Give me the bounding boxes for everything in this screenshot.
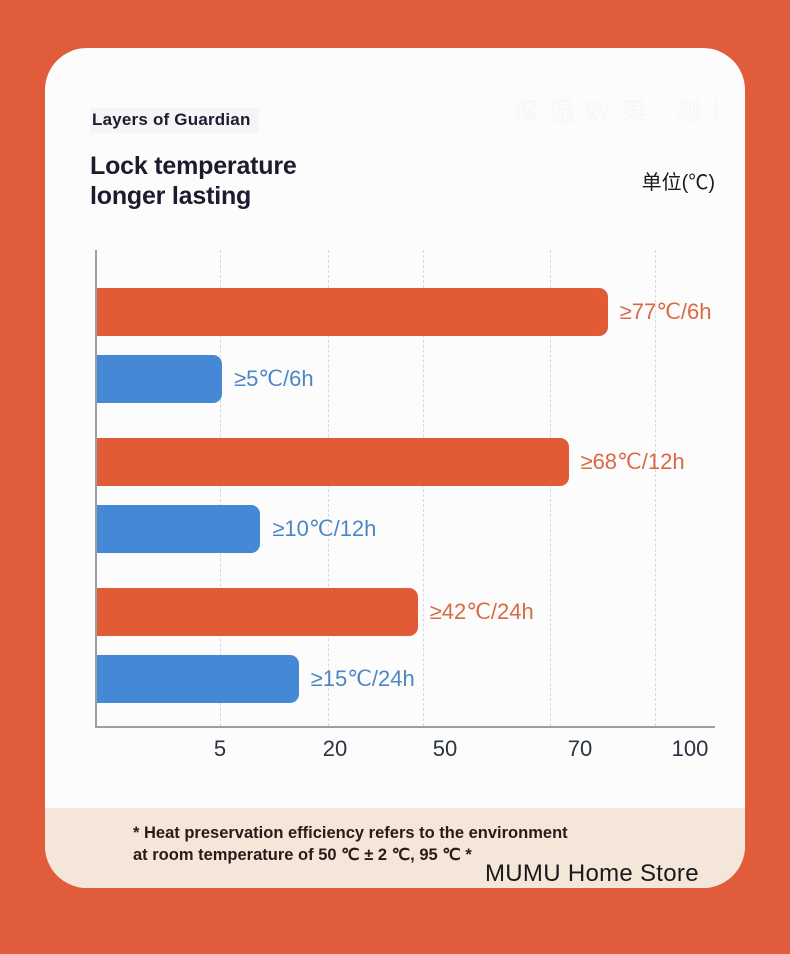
x-tick-5: 5 [213, 736, 227, 761]
gridline-20 [328, 250, 329, 726]
footnote-band: * Heat preservation efficiency refers to… [45, 808, 745, 888]
top-watermark: 保温效果 测试 [513, 97, 718, 127]
bar-1 [97, 288, 608, 336]
x-tick-70: 70 [567, 736, 593, 761]
eyebrow-label: Layers of Guardian [90, 108, 259, 133]
x-tick-20: 20 [322, 736, 348, 761]
bar-5 [97, 588, 418, 636]
unit-label: 单位(℃) [641, 172, 715, 194]
bar-2 [97, 355, 222, 403]
x-tick-50: 50 [432, 736, 458, 761]
bar-value-label-3: ≥68℃/12h [580, 449, 685, 474]
y-axis-line [95, 250, 97, 728]
bar-value-label-2: ≥5℃/6h [234, 366, 314, 391]
bar-value-label-4: ≥10℃/12h [272, 516, 377, 541]
gridline-5 [220, 250, 221, 726]
bar-value-label-1: ≥77℃/6h [619, 299, 712, 324]
x-axis-line [95, 726, 715, 728]
page-title: Lock temperature longer lasting [90, 152, 297, 210]
bar-3 [97, 438, 569, 486]
bar-4 [97, 505, 261, 553]
gridline-100 [655, 250, 656, 726]
gridline-50 [423, 250, 424, 726]
bar-chart: ≥77℃/6h ≥5℃/6h ≥68℃/12h ≥10℃/12h ≥42℃/24h ≥15… [95, 250, 715, 761]
store-watermark: MUMU Home Store [485, 860, 699, 887]
content-card: Layers of Guardian Lock temperature long… [45, 48, 745, 888]
bar-value-label-6: ≥15℃/24h [310, 666, 415, 691]
bar-value-label-5: ≥42℃/24h [429, 599, 534, 624]
gridline-70 [550, 250, 551, 726]
footnote-text: * Heat preservation efficiency refers to… [133, 824, 568, 865]
x-tick-100: 100 [671, 736, 709, 761]
bar-6 [97, 655, 299, 703]
